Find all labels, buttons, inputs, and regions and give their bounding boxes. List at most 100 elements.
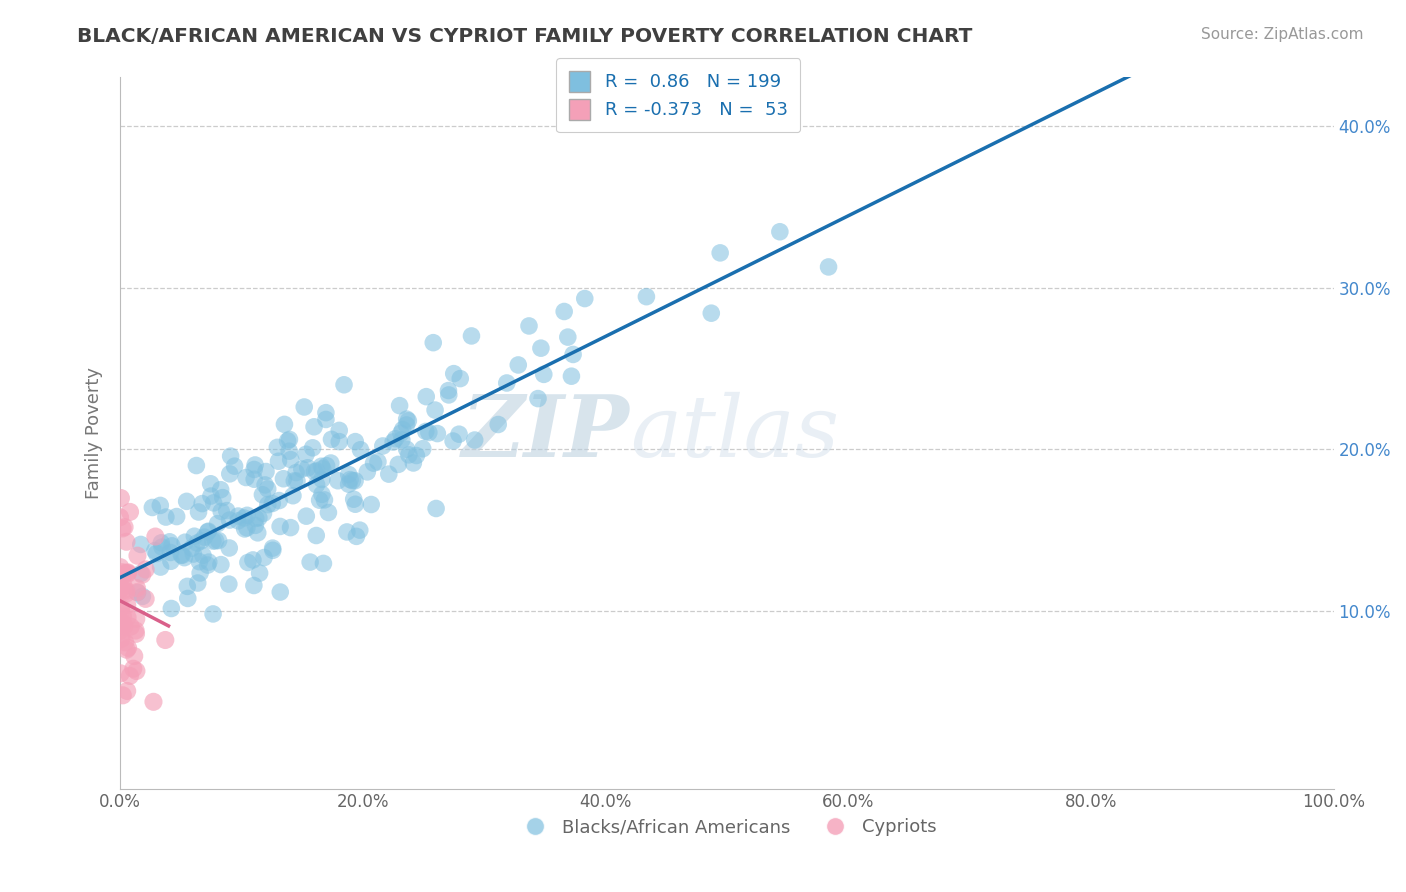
Point [574, 292, 596, 306]
Point [285, 466, 308, 480]
Point [155, 632, 177, 647]
Point [197, 524, 219, 539]
Point [118, 505, 141, 519]
Point [197, 555, 219, 569]
Point [304, 465, 326, 479]
Point [311, 461, 333, 475]
Point [315, 412, 337, 426]
Point [115, 534, 138, 549]
Point [422, 335, 444, 350]
Point [560, 369, 582, 384]
Point [122, 649, 145, 664]
Point [495, 376, 517, 390]
Point [207, 533, 229, 548]
Point [166, 509, 188, 524]
Point [117, 610, 139, 624]
Point [344, 434, 367, 449]
Point [236, 521, 259, 535]
Point [117, 640, 139, 655]
Point [398, 448, 420, 462]
Point [143, 543, 166, 558]
Point [110, 632, 132, 647]
Point [207, 516, 229, 531]
Point [562, 347, 585, 361]
Point [371, 439, 394, 453]
Point [111, 689, 134, 703]
Point [135, 591, 157, 606]
Point [314, 492, 336, 507]
Point [344, 497, 367, 511]
Point [517, 318, 540, 333]
Point [311, 472, 333, 486]
Point [129, 566, 152, 581]
Point [280, 452, 302, 467]
Point [346, 529, 368, 543]
Point [191, 549, 214, 563]
Point [342, 474, 364, 488]
Text: ZIP: ZIP [461, 392, 630, 475]
Point [150, 540, 173, 554]
Point [110, 582, 132, 597]
Point [449, 371, 471, 385]
Point [443, 367, 465, 381]
Point [363, 456, 385, 470]
Point [202, 496, 225, 510]
Point [111, 616, 134, 631]
Point [242, 553, 264, 567]
Point [460, 329, 482, 343]
Point [412, 442, 434, 456]
Text: atlas: atlas [630, 392, 839, 475]
Point [115, 598, 138, 612]
Point [389, 426, 412, 441]
Point [273, 417, 295, 432]
Point [486, 417, 509, 432]
Point [391, 433, 413, 447]
Point [245, 511, 267, 525]
Point [253, 550, 276, 565]
Point [262, 543, 284, 558]
Point [191, 497, 214, 511]
Point [190, 533, 212, 548]
Point [226, 514, 249, 528]
Point [187, 576, 209, 591]
Y-axis label: Family Poverty: Family Poverty [86, 367, 103, 499]
Point [360, 498, 382, 512]
Point [356, 465, 378, 479]
Point [319, 456, 342, 470]
Point [252, 488, 274, 502]
Point [127, 585, 149, 599]
Point [328, 424, 350, 438]
Point [125, 627, 148, 641]
Point [197, 558, 219, 572]
Point [262, 541, 284, 555]
Point [125, 581, 148, 595]
Point [700, 306, 723, 320]
Point [176, 494, 198, 508]
Point [183, 529, 205, 543]
Point [305, 477, 328, 491]
Point [337, 477, 360, 491]
Point [218, 577, 240, 591]
Point [209, 483, 232, 497]
Point [155, 510, 177, 524]
Point [125, 585, 148, 599]
Point [395, 412, 418, 426]
Point [321, 433, 343, 447]
Point [426, 426, 449, 441]
Point [201, 534, 224, 549]
Point [117, 566, 139, 580]
Point [709, 245, 731, 260]
Point [233, 511, 256, 525]
Point [254, 478, 277, 492]
Point [405, 449, 427, 463]
Point [111, 565, 134, 579]
Point [391, 423, 413, 437]
Point [117, 566, 139, 580]
Point [247, 510, 270, 524]
Point [312, 557, 335, 571]
Point [111, 609, 134, 624]
Point [115, 684, 138, 698]
Point [120, 619, 142, 633]
Point [111, 521, 134, 535]
Point [291, 462, 314, 476]
